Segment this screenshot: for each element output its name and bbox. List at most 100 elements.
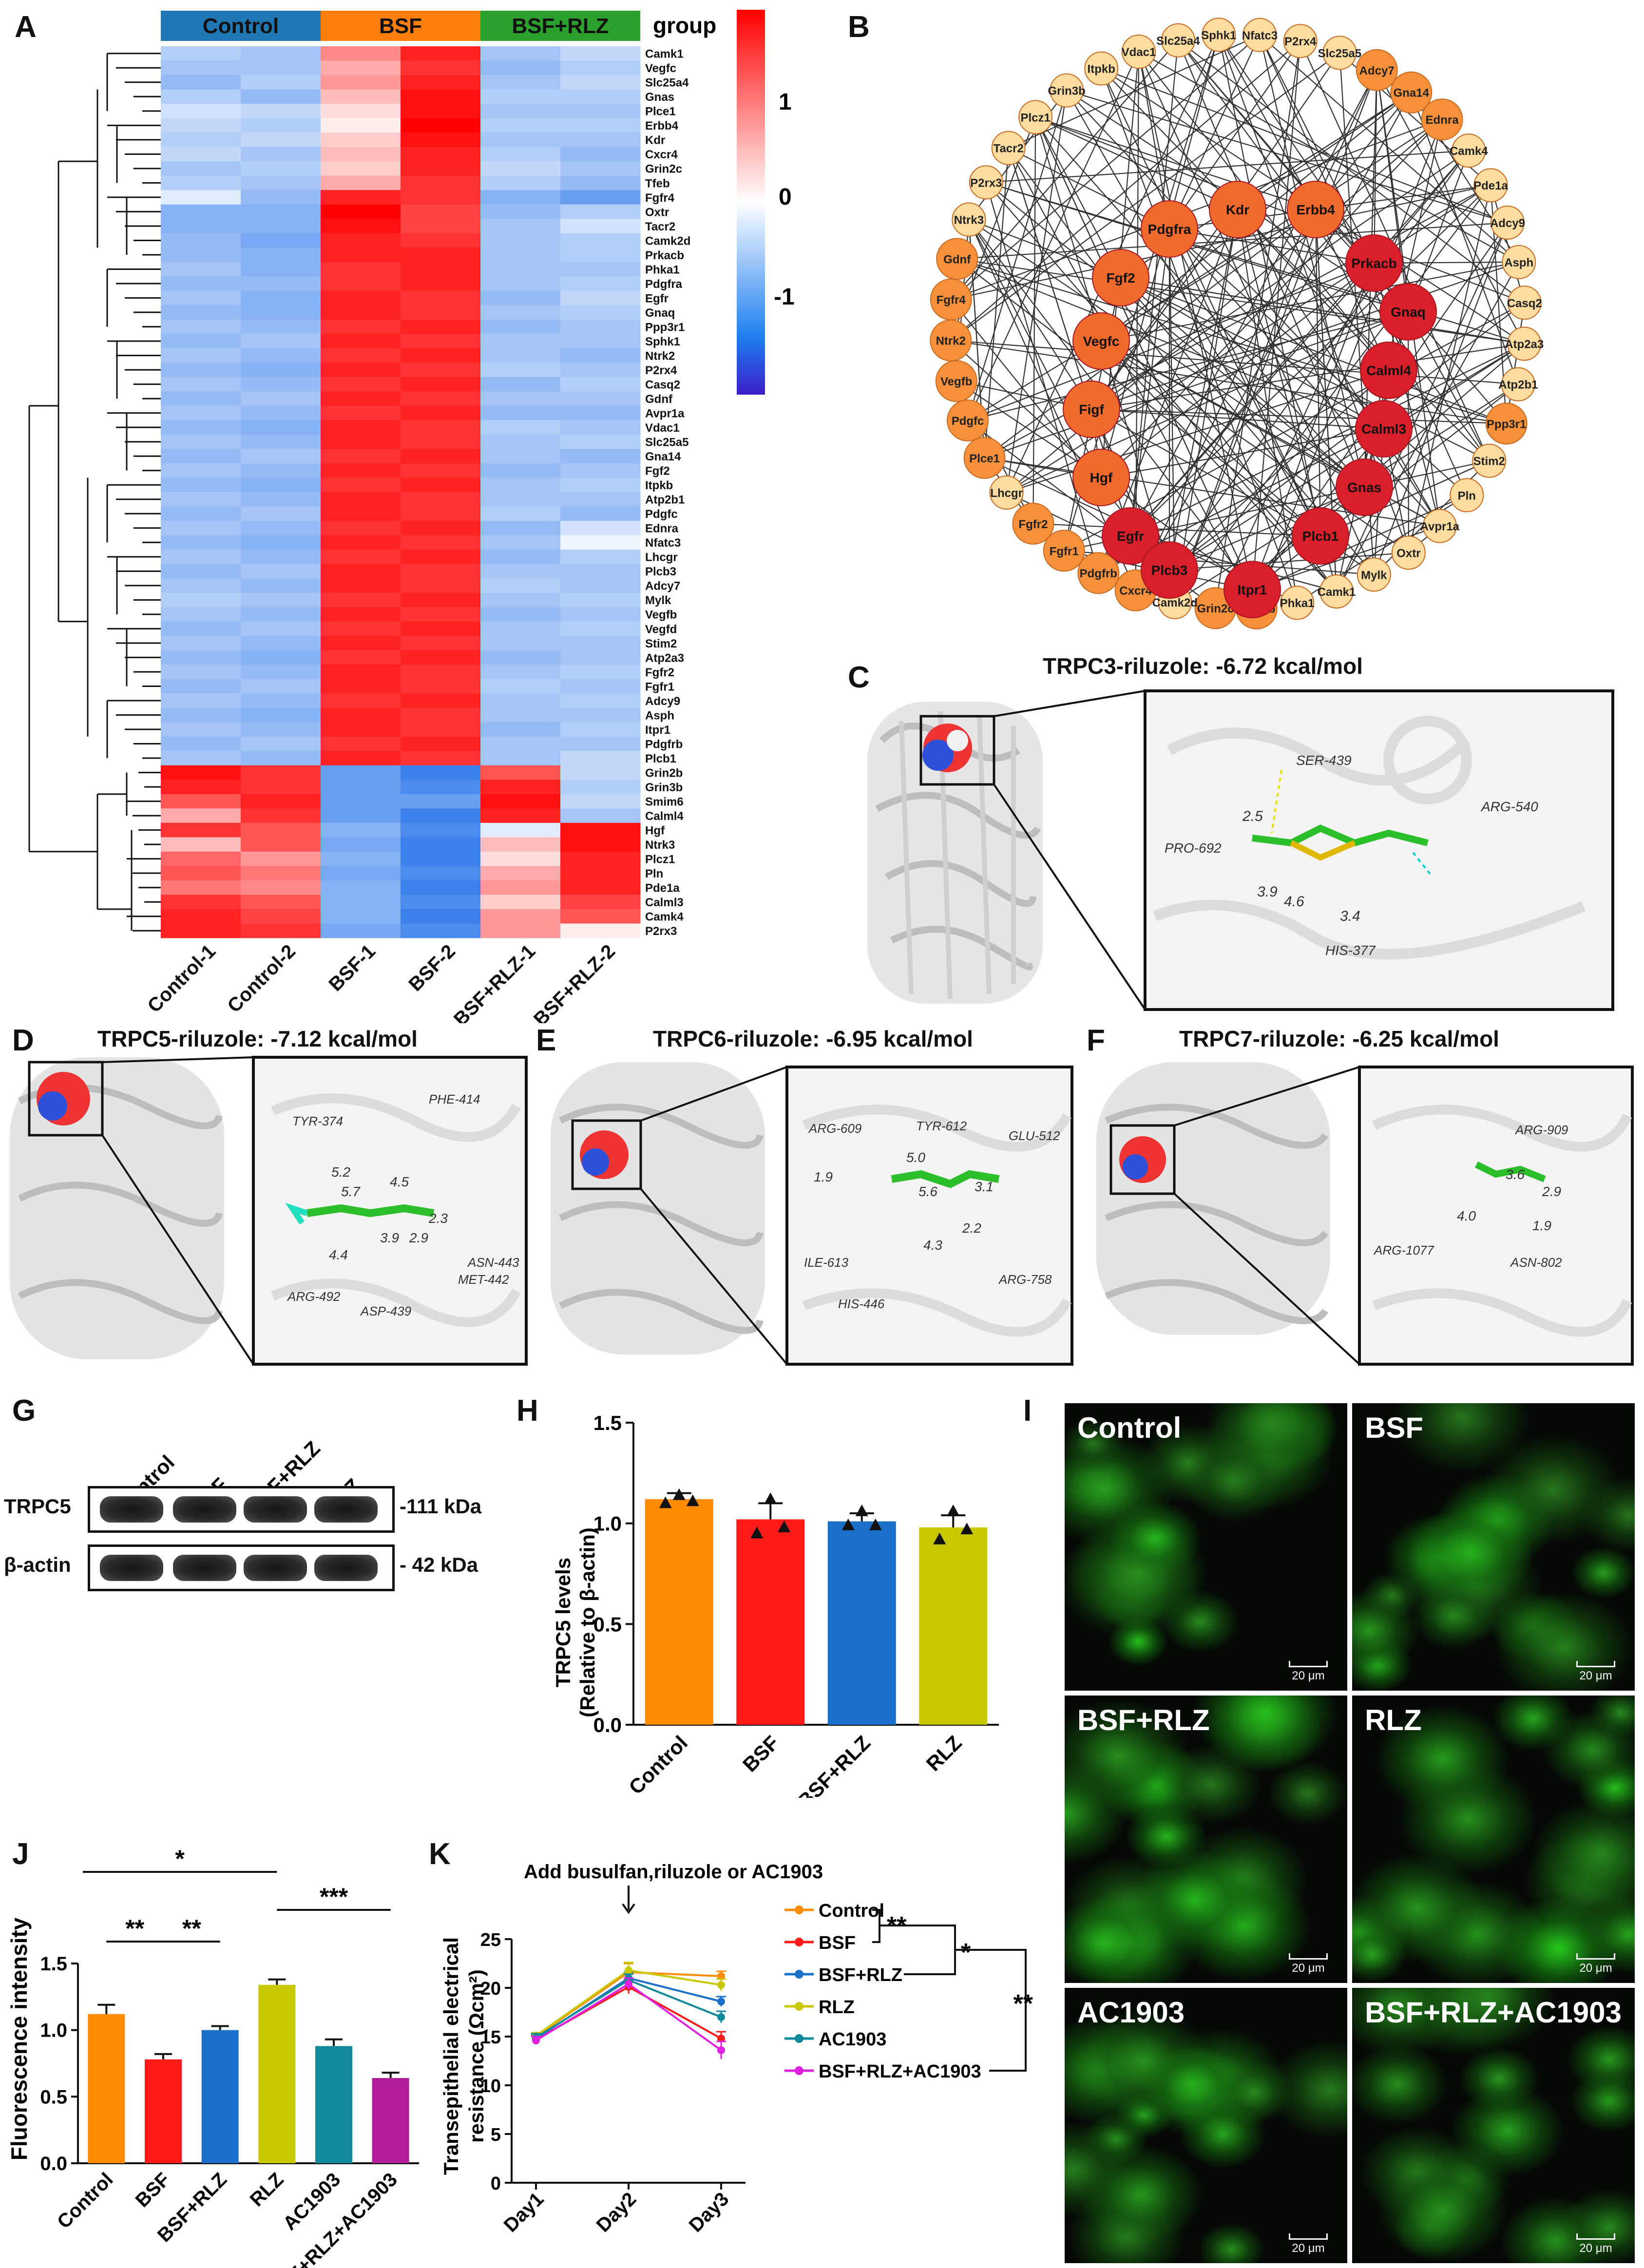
residue-arg-758: ARG-758 [998, 1272, 1052, 1287]
heatmap-cell [321, 75, 401, 90]
gene-label: Lhcgr [645, 551, 678, 564]
chart-h-point [947, 1504, 960, 1516]
residue-tyr-374: TYR-374 [292, 1114, 343, 1128]
heatmap-cell [560, 133, 641, 148]
heatmap-cell [321, 290, 401, 305]
heatmap-cell [321, 592, 401, 608]
network-edge [1006, 90, 1068, 493]
heatmap-cell [241, 492, 321, 507]
gene-label: Plcz1 [645, 853, 675, 866]
sample-label: Control-1 [143, 940, 220, 1017]
heatmap-cell [161, 722, 241, 737]
heatmap-cell [560, 477, 641, 493]
heatmap-cell [560, 909, 641, 924]
heatmap-cell [241, 190, 321, 205]
heatmap-cell [161, 506, 241, 521]
heatmap-cell [401, 621, 481, 636]
heatmap-cell [480, 851, 561, 866]
network-edge [1138, 51, 1375, 575]
heatmap-cell [321, 133, 401, 148]
heatmap-cell [560, 751, 641, 766]
group-label-0: Control [203, 14, 279, 38]
scale-bar-label: 20 μm [1292, 1962, 1325, 1975]
heatmap-dendrogram [28, 53, 161, 932]
gene-label: Erbb4 [645, 119, 679, 133]
heatmap-cell [480, 607, 561, 622]
network-node-outer [1243, 18, 1277, 52]
chart-k-legend-label: AC1903 [819, 2029, 886, 2050]
network-node-outer [1502, 245, 1536, 279]
gene-label: Atp2b1 [645, 494, 685, 507]
residue-tyr-612: TYR-612 [916, 1119, 967, 1133]
chart-k-category: Day3 [685, 2188, 733, 2236]
network-node-inner [1063, 381, 1120, 438]
chart-h-point [841, 1518, 855, 1530]
heatmap-cell [401, 535, 481, 550]
heatmap-cell [161, 535, 241, 550]
heatmap-cell [241, 334, 321, 349]
gene-label: Plce1 [645, 105, 676, 118]
chart-k-significance: ** [1013, 1990, 1033, 2018]
panel-letter-f: F [1087, 1024, 1105, 1057]
network-edge [1035, 116, 1121, 278]
gene-label: Grin2c [645, 163, 682, 176]
heatmap-cell [241, 636, 321, 651]
heatmap-cell [241, 780, 321, 795]
heatmap-cell [560, 348, 641, 363]
micrograph-control: Control 20 μm [1065, 1403, 1347, 1691]
heatmap-cell [161, 449, 241, 464]
network-node-outer [1390, 71, 1433, 114]
network-node-outer [1280, 586, 1315, 620]
heatmap-cell [161, 405, 241, 420]
heatmap-cell [321, 463, 401, 478]
heatmap-cell [480, 377, 561, 392]
heatmap-cell [480, 89, 561, 104]
heatmap-cell [161, 434, 241, 449]
gene-label: Plcb3 [645, 565, 676, 578]
heatmap-cell [401, 290, 481, 305]
chart-j-bar [145, 2059, 182, 2163]
network-edge [1091, 408, 1384, 430]
heatmap-cell [321, 405, 401, 420]
heatmap-cell [560, 895, 641, 910]
micrograph-bsf-rlz: BSF+RLZ 20 μm [1065, 1696, 1347, 1983]
heatmap-cell [401, 348, 481, 363]
heatmap-cell [401, 794, 481, 809]
chart-h: 0.0 0.5 1.0 1.5 Control BSF BSF+RLZ RLZ TRPC5 l… [552, 1411, 999, 1798]
heatmap-cell [560, 521, 641, 536]
heatmap-cell [401, 909, 481, 924]
heatmap-cell [560, 621, 641, 636]
network-node-label: Calml4 [1366, 363, 1411, 378]
residue-phe-414: PHE-414 [429, 1092, 480, 1106]
chart-j-category: Control [53, 2169, 117, 2233]
heatmap-cell [161, 334, 241, 349]
network-node-outer [1452, 133, 1486, 168]
heatmap-cell [480, 765, 561, 780]
scale-bar-label: 20 μm [1292, 1669, 1325, 1682]
chart-j-ytick: 0.0 [40, 2153, 67, 2174]
heatmap-cell [480, 477, 561, 493]
heatmap-cell [401, 319, 481, 334]
chart-k-point [532, 2037, 540, 2044]
heatmap-cell [480, 822, 561, 838]
heatmap-cell [401, 607, 481, 622]
heatmap-cell [401, 492, 481, 507]
heatmap-cell [560, 822, 641, 838]
group-bar-2 [480, 11, 640, 41]
heatmap-cell [401, 707, 481, 723]
network-node-inner [1072, 312, 1130, 370]
heatmap-cell [241, 319, 321, 334]
network-node-inner [1141, 541, 1198, 599]
network-node-outer [963, 437, 1006, 479]
network-edge [1101, 68, 1508, 224]
micrograph-label: Control [1077, 1411, 1182, 1444]
network-node-label: Ntrk3 [954, 214, 984, 227]
network-edge [1129, 229, 1170, 536]
zoom-box-c [919, 715, 995, 786]
heatmap-cell [161, 636, 241, 651]
heatmap-cell [560, 780, 641, 795]
sample-label: BSF-1 [325, 940, 380, 995]
chart-j-bar [201, 2030, 239, 2163]
network-node-outer [1422, 509, 1457, 543]
